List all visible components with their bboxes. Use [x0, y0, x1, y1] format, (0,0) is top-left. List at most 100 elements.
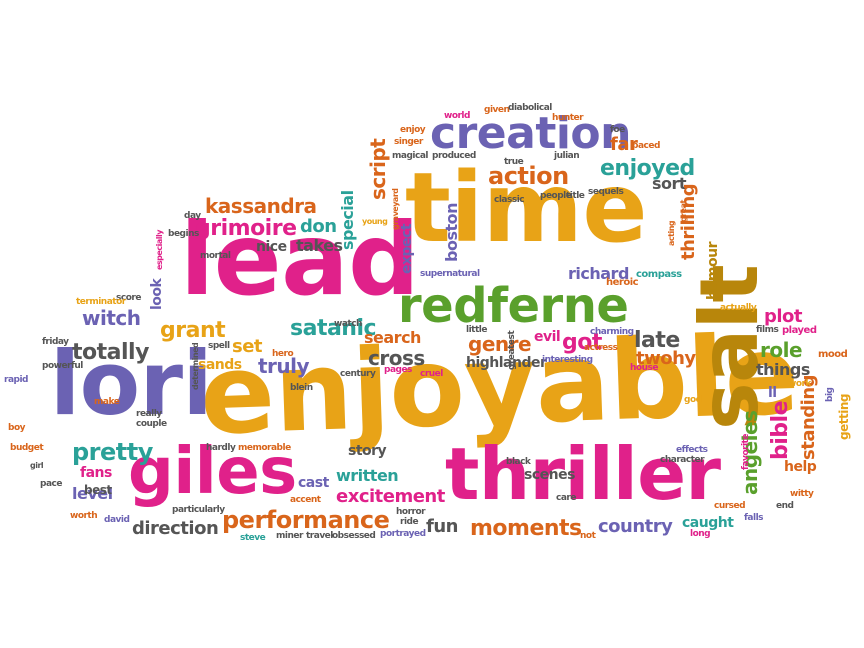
word-fans: fans [80, 465, 112, 481]
word-caught: caught [682, 515, 734, 531]
word-nice: nice [256, 239, 287, 255]
word-obsessed: obsessed [332, 531, 376, 541]
word-magical: magical [392, 151, 428, 161]
word-films: films [756, 325, 779, 335]
word-direction: direction [132, 518, 219, 539]
word-moments: moments [470, 516, 582, 541]
word-kassandra: kassandra [205, 194, 317, 218]
word-true: true [504, 157, 524, 167]
word-foe: foe [610, 125, 625, 135]
word-script: script [366, 138, 390, 200]
word-played: played [782, 325, 817, 336]
word-humour: humour [705, 241, 721, 300]
word-young: young [362, 217, 388, 226]
word-witch: witch [82, 306, 141, 330]
word-classic: classic [494, 195, 525, 205]
word-century: century [340, 369, 376, 379]
word-satanic: satanic [290, 316, 377, 341]
word-charming: charming [590, 327, 634, 337]
word-diabolical: diabolical [508, 103, 552, 113]
word-hardly: hardly [206, 443, 236, 453]
word-thriller: thriller [445, 432, 721, 516]
word-long: long [690, 529, 711, 539]
word-cross: cross [368, 346, 425, 370]
word-supernatural: supernatural [420, 269, 480, 279]
word-boy: boy [8, 423, 26, 433]
word-score: score [116, 293, 141, 303]
word-lori: lori [50, 332, 213, 435]
word-accent: accent [290, 495, 321, 505]
word-takes: takes [296, 236, 343, 255]
word-mortal: mortal [200, 251, 231, 261]
word-terminator: terminator [76, 297, 126, 307]
word-sequels: sequels [588, 187, 624, 197]
word-determined: determined [191, 342, 200, 390]
word-particularly: particularly [172, 505, 225, 515]
word-bible: bible [768, 401, 793, 460]
word-character: character [660, 455, 705, 465]
word-twohy: twohy [636, 348, 696, 369]
word-singer: singer [394, 137, 423, 147]
word-level: level [72, 484, 113, 503]
word-not: not [580, 531, 596, 541]
word-enjoyed: enjoyed [600, 156, 695, 181]
word-end: end [776, 501, 794, 511]
word-spell: spell [208, 341, 230, 351]
word-look: look [149, 278, 165, 310]
word-lead: lead [180, 201, 420, 318]
word-make: make [94, 397, 120, 407]
word-acting: acting [667, 220, 676, 246]
word-worth: worth [70, 511, 98, 521]
word-country: country [598, 516, 673, 537]
word-richard: richard [568, 264, 629, 283]
word-falls: falls [744, 513, 764, 523]
word-ll: ll [768, 385, 777, 401]
word-greatest: greatest [507, 330, 517, 370]
word-julian: julian [554, 151, 580, 161]
word-grant: grant [160, 318, 226, 343]
word-favorite: favorite [741, 434, 751, 470]
word-travel: travel [306, 531, 333, 541]
word-rapid: rapid [4, 375, 28, 385]
word-best: best [84, 483, 112, 497]
word-pretty: pretty [72, 438, 153, 466]
word-interesting: interesting [542, 355, 593, 365]
word-world: world [444, 111, 470, 121]
word-god: god [684, 395, 702, 405]
word-steve: steve [240, 533, 266, 543]
word-portrayed: portrayed [380, 529, 426, 539]
word-getting: getting [837, 394, 851, 440]
word-paced: paced [632, 141, 660, 151]
word-enjoy: enjoy [400, 125, 426, 135]
word-begins: begins [168, 229, 199, 239]
word-david: david [104, 515, 130, 525]
word-far: far [610, 134, 638, 155]
word-budget: budget [10, 443, 44, 453]
word-miner: miner [276, 531, 303, 541]
word-cast: cast [298, 475, 329, 491]
word-got: got [562, 330, 602, 355]
word-title: title [566, 191, 585, 201]
word-people: people [540, 191, 572, 201]
word-expect: expect [399, 223, 415, 274]
word-day: day [184, 211, 201, 221]
word-totally: totally [72, 340, 149, 365]
word-plot: plot [764, 306, 803, 327]
word-grimoire: grimoire [195, 216, 297, 241]
word-mood: mood [818, 349, 848, 360]
word-time: time [405, 152, 647, 264]
word-really: really [136, 409, 162, 419]
word-highlander: highlander [466, 355, 547, 371]
word-pace: pace [40, 479, 62, 489]
word-big: big [825, 387, 835, 402]
word-search: search [364, 328, 421, 347]
word-action: action [488, 162, 569, 190]
word-salt: salt [683, 264, 776, 430]
word-redferne: redferne [398, 278, 629, 334]
word-boston: boston [442, 203, 461, 262]
word-actually: actually [720, 303, 757, 313]
word-care: care [556, 493, 576, 503]
word-produced: produced [432, 151, 476, 161]
word-hero: hero [272, 349, 294, 359]
